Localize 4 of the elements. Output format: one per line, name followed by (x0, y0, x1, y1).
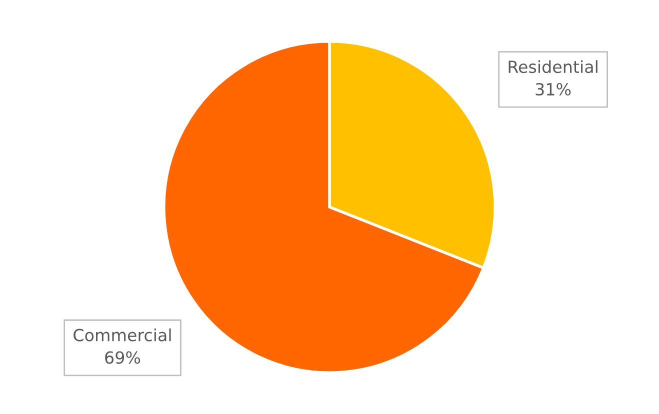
data-label: 69% (105, 351, 140, 364)
slice-label: Residential (508, 60, 598, 74)
data-label: 31% (536, 82, 571, 96)
slice-label: Commercial (74, 328, 171, 342)
